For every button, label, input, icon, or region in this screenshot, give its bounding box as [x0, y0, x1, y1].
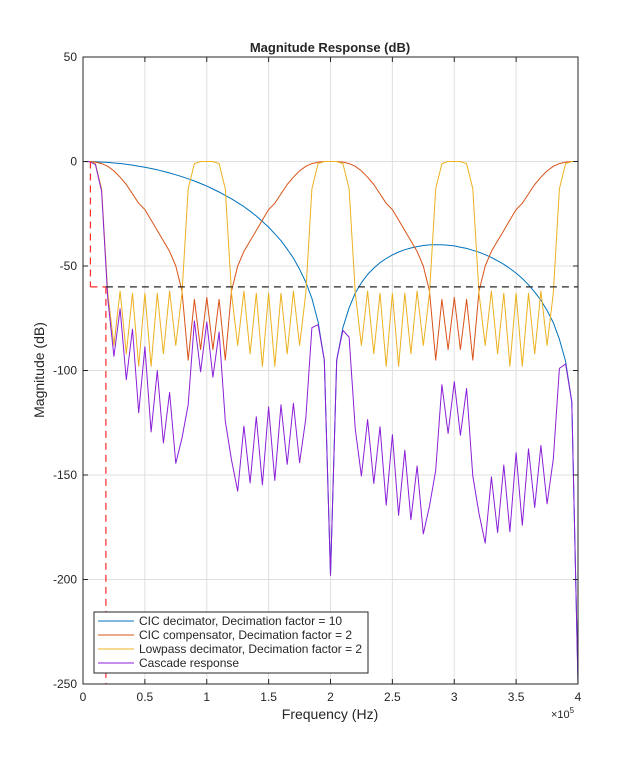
y-tick-label: -50 — [60, 259, 78, 273]
legend-box — [93, 611, 369, 674]
legend-entry-label: CIC decimator, Decimation factor = 10 — [139, 614, 342, 628]
x-exponent-label: ×105 — [551, 706, 575, 721]
legend: CIC decimator, Decimation factor = 10CIC… — [93, 611, 369, 674]
series-line-4 — [82, 161, 579, 685]
x-tick-label: 3 — [451, 690, 458, 704]
y-axis-label: Magnitude (dB) — [31, 322, 47, 418]
y-tick-label: 50 — [64, 50, 78, 64]
x-tick-label: 2.5 — [384, 690, 401, 704]
y-tick-label: -250 — [53, 677, 77, 691]
x-tick-label: 4 — [575, 690, 582, 704]
legend-entry-label: Cascade response — [139, 656, 239, 670]
x-exponent-base: ×10 — [551, 709, 570, 721]
y-tick-label: -100 — [53, 364, 77, 378]
x-tick-label: 2 — [327, 690, 334, 704]
chart-title: Magnitude Response (dB) — [250, 40, 410, 55]
x-tick-label: 0 — [80, 690, 87, 704]
ticks: 0 0.5 1 1.5 2 2.5 3 3.5 4 50 0 -50 -100 -150 -200 -250 — [53, 50, 582, 704]
legend-entry-label: CIC compensator, Decimation factor = 2 — [139, 628, 352, 642]
y-tick-label: -150 — [53, 468, 77, 482]
legend-entry-label: Lowpass decimator, Decimation factor = 2 — [139, 642, 362, 656]
grid — [82, 56, 579, 685]
x-tick-label: 3.5 — [508, 690, 525, 704]
x-tick-label: 1 — [203, 690, 210, 704]
series-line-3 — [83, 161, 578, 367]
x-axis-label: Frequency (Hz) — [282, 706, 378, 722]
x-tick-label: 0.5 — [137, 690, 154, 704]
x-tick-label: 1.5 — [260, 690, 277, 704]
x-exponent-power: 5 — [570, 706, 575, 715]
y-tick-label: 0 — [70, 155, 77, 169]
y-tick-label: -200 — [53, 573, 77, 587]
